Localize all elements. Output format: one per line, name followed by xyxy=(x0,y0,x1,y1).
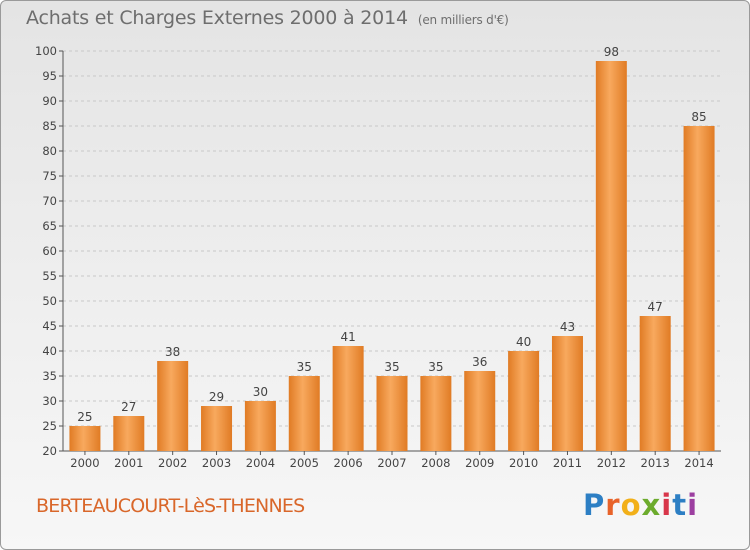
bar xyxy=(683,126,715,451)
bar xyxy=(113,416,145,451)
y-tick-label: 60 xyxy=(42,244,57,258)
data-label: 27 xyxy=(121,400,136,414)
y-tick-label: 55 xyxy=(42,269,57,283)
x-tick-label: 2003 xyxy=(202,456,231,470)
chart-title: Achats et Charges Externes 2000 à 2014 (e… xyxy=(26,7,509,29)
y-tick-label: 65 xyxy=(42,219,57,233)
bar xyxy=(508,351,540,451)
data-label: 40 xyxy=(516,335,531,349)
logo-letter: i xyxy=(661,488,673,522)
data-label: 47 xyxy=(648,300,663,314)
x-tick-label: 2008 xyxy=(421,456,450,470)
x-tick-label: 2001 xyxy=(114,456,143,470)
y-tick-label: 85 xyxy=(42,119,57,133)
y-tick-label: 45 xyxy=(42,319,57,333)
x-tick-label: 2004 xyxy=(246,456,275,470)
x-tick-label: 2007 xyxy=(377,456,406,470)
bar xyxy=(244,401,276,451)
y-tick-label: 30 xyxy=(42,394,57,408)
y-tick-label: 25 xyxy=(42,419,57,433)
bar xyxy=(332,346,364,451)
data-label: 29 xyxy=(209,390,224,404)
data-label: 35 xyxy=(428,360,443,374)
bar xyxy=(201,406,233,451)
x-tick-label: 2014 xyxy=(684,456,713,470)
logo-letter: r xyxy=(605,488,621,522)
logo-letter: t xyxy=(672,488,688,522)
logo-letter: o xyxy=(620,488,642,522)
x-tick-label: 2009 xyxy=(465,456,494,470)
y-tick-label: 90 xyxy=(42,94,57,108)
y-tick-label: 100 xyxy=(35,44,57,58)
bar xyxy=(420,376,452,451)
x-tick-label: 2011 xyxy=(553,456,582,470)
data-labels: 25 27 38 29 30 35 41 35 35 36 40 43 98 47 85 xyxy=(77,45,706,424)
y-tick-label: 75 xyxy=(42,169,57,183)
logo-letter: x xyxy=(641,488,662,522)
x-tick-label: 2002 xyxy=(158,456,187,470)
bar xyxy=(639,316,671,451)
data-label: 38 xyxy=(165,345,180,359)
y-tick-label: 50 xyxy=(42,294,57,308)
y-tick-label: 20 xyxy=(42,444,57,458)
proxiti-logo[interactable]: Proxiti xyxy=(583,488,698,522)
x-tick-label: 2013 xyxy=(641,456,670,470)
data-label: 98 xyxy=(604,45,619,59)
y-tick-label: 35 xyxy=(42,369,57,383)
y-tick-label: 80 xyxy=(42,144,57,158)
data-label: 30 xyxy=(253,385,268,399)
chart-title-text: Achats et Charges Externes 2000 à 2014 xyxy=(26,7,408,29)
bar xyxy=(551,336,583,451)
x-tick-label: 2012 xyxy=(597,456,626,470)
y-tick-label: 40 xyxy=(42,344,57,358)
x-tick-label: 2006 xyxy=(333,456,362,470)
x-tick-label: 2010 xyxy=(509,456,538,470)
bar xyxy=(157,361,189,451)
commune-name: BERTEAUCOURT-LèS-THENNES xyxy=(36,495,305,517)
x-tick-label: 2005 xyxy=(290,456,319,470)
y-tick-label: 95 xyxy=(42,69,57,83)
logo-letter: i xyxy=(687,488,699,522)
data-label: 36 xyxy=(472,355,487,369)
data-label: 85 xyxy=(691,110,706,124)
bar xyxy=(69,426,101,451)
data-label: 41 xyxy=(340,330,355,344)
y-tick-label: 70 xyxy=(42,194,57,208)
bar xyxy=(595,61,627,451)
bar xyxy=(376,376,408,451)
data-label: 43 xyxy=(560,320,575,334)
x-tick-labels: 2000 2001 2002 2003 2004 2005 2006 2007 2008 2009… xyxy=(70,456,713,470)
logo-letter: P xyxy=(583,488,606,522)
data-label: 35 xyxy=(297,360,312,374)
data-label: 35 xyxy=(384,360,399,374)
bars xyxy=(69,61,715,451)
bar xyxy=(464,371,496,451)
bar xyxy=(288,376,320,451)
data-label: 25 xyxy=(77,410,92,424)
y-tick-labels: 20 25 30 35 40 45 50 55 60 65 70 75 80 85 90 95 100 xyxy=(35,44,57,458)
x-tick-label: 2000 xyxy=(70,456,99,470)
chart-unit: (en milliers d'€) xyxy=(417,13,509,27)
